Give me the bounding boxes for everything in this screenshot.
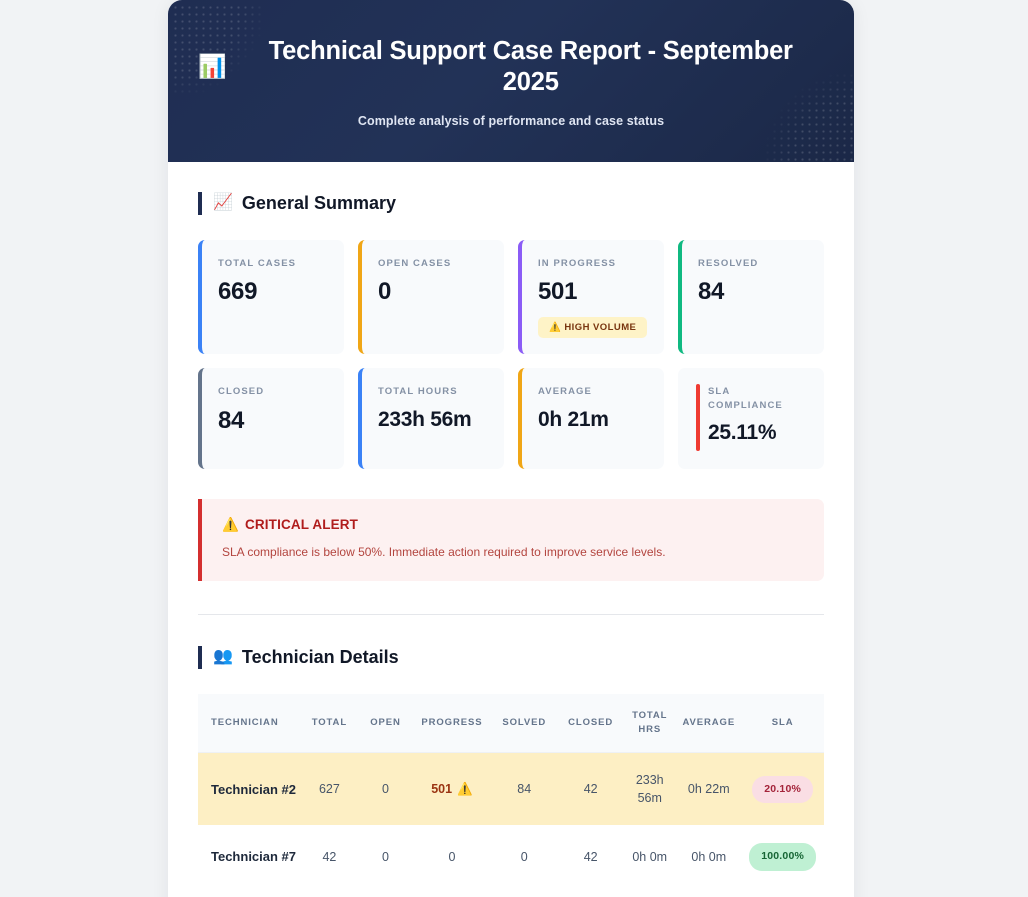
- column-header-technician[interactable]: TECHNICIAN: [198, 693, 302, 754]
- stat-label: OPEN CASES: [378, 257, 452, 269]
- stat-label: TOTAL CASES: [218, 257, 297, 269]
- alert-title: ⚠️ CRITICAL ALERT: [222, 517, 804, 533]
- alert-message: SLA compliance is below 50%. Immediate a…: [222, 544, 666, 559]
- stat-card-total-hours: TOTAL HOURS 233h 56m: [358, 367, 504, 469]
- cell-average: 0h 22m: [687, 782, 730, 797]
- cell-total-hrs: 233h 56m: [635, 773, 664, 806]
- cell-total-hrs: 0h 0m: [632, 850, 668, 865]
- cell-closed: 42: [583, 850, 598, 865]
- column-header-open[interactable]: OPEN: [357, 693, 414, 754]
- page-title-text: Technical Support Case Report - Septembe…: [268, 37, 793, 96]
- stat-label: CLOSED: [218, 385, 265, 397]
- stat-card-open-cases: OPEN CASES 0: [358, 239, 504, 354]
- stat-value: 0: [378, 278, 392, 306]
- warning-icon: ⚠️: [222, 516, 239, 532]
- status-badge-sla: 20.10%: [752, 775, 814, 803]
- section-heading-general-summary: 📈 General Summary: [198, 192, 824, 215]
- column-header-average[interactable]: AVERAGE: [676, 693, 742, 754]
- status-badge-sla: 100.00%: [749, 843, 817, 871]
- cell-total: 627: [318, 782, 340, 797]
- column-header-sla[interactable]: SLA: [741, 693, 824, 754]
- critical-alert-box: ⚠️ CRITICAL ALERT SLA compliance is belo…: [198, 498, 824, 582]
- page-subtitle: Complete analysis of performance and cas…: [357, 114, 665, 129]
- people-icon: 👥: [213, 648, 233, 666]
- progress-value: 501: [431, 782, 453, 797]
- section-title-text: Technician Details: [241, 647, 399, 668]
- status-badge-high-volume: ⚠️ HIGH VOLUME: [538, 316, 648, 338]
- stat-label: IN PROGRESS: [538, 257, 617, 269]
- stat-card-total-cases: TOTAL CASES 669: [198, 239, 344, 354]
- warning-icon: ⚠️: [457, 782, 473, 797]
- column-header-closed[interactable]: CLOSED: [558, 693, 624, 754]
- stat-value: 84: [218, 406, 245, 434]
- column-header-total-hrs[interactable]: TOTAL HRS: [623, 693, 677, 754]
- report-container: 📊 Technical Support Case Report - Septem…: [168, 0, 854, 897]
- cell-progress: 501 ⚠️: [414, 753, 491, 826]
- stat-card-average: AVERAGE 0h 21m: [518, 367, 664, 469]
- cell-sla: 20.10%: [741, 753, 824, 826]
- report-header: 📊 Technical Support Case Report - Septem…: [168, 0, 854, 163]
- section-title-text: General Summary: [241, 193, 396, 214]
- column-header-progress[interactable]: PROGRESS: [413, 693, 491, 754]
- cell-closed: 42: [583, 782, 598, 797]
- table-bottom-spacer: [198, 889, 824, 897]
- cell-sla: 100.00%: [741, 825, 824, 888]
- cell-technician: Technician #7: [211, 849, 297, 865]
- stats-grid-row-1: TOTAL CASES 669 OPEN CASES 0 IN PROGRESS…: [198, 239, 824, 354]
- column-header-total[interactable]: TOTAL: [301, 693, 358, 754]
- page-title: 📊 Technical Support Case Report - Septem…: [198, 36, 824, 97]
- stat-card-resolved: RESOLVED 84: [678, 239, 824, 354]
- progress-warning-value: 501 ⚠️: [431, 780, 472, 798]
- table-row[interactable]: Technician #2 627 0 501 ⚠️ 84 42 233h 56…: [198, 752, 824, 826]
- stat-card-closed: CLOSED 84: [198, 367, 344, 469]
- cell-progress: 0: [448, 850, 456, 865]
- report-body: 📈 General Summary TOTAL CASES 669 OPEN C…: [168, 162, 854, 897]
- alert-title-text: CRITICAL ALERT: [244, 517, 359, 533]
- table-header-row: TECHNICIAN TOTAL OPEN PROGRESS SOLVED CL…: [198, 693, 824, 754]
- cell-total: 42: [322, 850, 337, 865]
- cell-solved: 84: [517, 782, 532, 797]
- section-divider: [198, 614, 824, 616]
- technician-details-table: TECHNICIAN TOTAL OPEN PROGRESS SOLVED CL…: [198, 693, 824, 889]
- stat-value: 501: [538, 278, 578, 306]
- line-chart-icon: 📈: [213, 194, 233, 212]
- stat-value: 0h 21m: [538, 407, 609, 431]
- stat-label: RESOLVED: [698, 257, 759, 269]
- cell-technician: Technician #2: [211, 781, 297, 797]
- stat-label: TOTAL HOURS: [378, 385, 458, 397]
- stat-label: AVERAGE: [538, 385, 592, 397]
- cell-average: 0h 0m: [691, 850, 727, 865]
- stat-card-sla-compliance: SLA COMPLIANCE 25.11%: [678, 367, 824, 469]
- bar-chart-icon: 📊: [198, 53, 227, 80]
- cell-open: 0: [382, 850, 389, 865]
- table-row[interactable]: Technician #7 42 0 0 0 42 0h 0m 0h 0m 10…: [198, 825, 824, 889]
- stat-value: 669: [218, 278, 258, 306]
- stat-card-in-progress: IN PROGRESS 501 ⚠️ HIGH VOLUME: [518, 239, 664, 354]
- section-heading-technician-details: 👥 Technician Details: [198, 646, 824, 669]
- stat-value: 233h 56m: [378, 407, 472, 431]
- stat-label: SLA COMPLIANCE: [708, 385, 783, 411]
- stats-grid-row-2: CLOSED 84 TOTAL HOURS 233h 56m AVERAGE 0…: [198, 367, 824, 469]
- cell-open: 0: [382, 782, 389, 797]
- cell-solved: 0: [520, 850, 528, 865]
- stat-value: 25.11%: [708, 421, 777, 445]
- stat-value: 84: [698, 278, 725, 306]
- column-header-solved[interactable]: SOLVED: [490, 693, 559, 754]
